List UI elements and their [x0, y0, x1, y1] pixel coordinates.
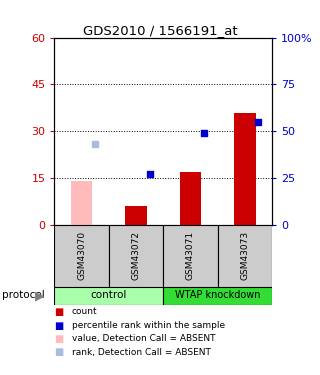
- Text: ■: ■: [54, 321, 64, 330]
- Text: ■: ■: [54, 348, 64, 357]
- Text: GSM43073: GSM43073: [240, 231, 249, 280]
- Text: count: count: [72, 308, 98, 316]
- Bar: [54, 286, 163, 304]
- Bar: [163, 286, 272, 304]
- Bar: [71, 181, 92, 225]
- Text: GDS2010 / 1566191_at: GDS2010 / 1566191_at: [83, 24, 237, 38]
- Text: rank, Detection Call = ABSENT: rank, Detection Call = ABSENT: [72, 348, 211, 357]
- Text: GSM43072: GSM43072: [132, 231, 140, 280]
- Point: [202, 130, 207, 136]
- Text: ■: ■: [54, 307, 64, 317]
- Text: GSM43071: GSM43071: [186, 231, 195, 280]
- Text: value, Detection Call = ABSENT: value, Detection Call = ABSENT: [72, 334, 215, 344]
- Bar: [218, 225, 272, 287]
- Bar: [109, 225, 163, 287]
- Text: percentile rank within the sample: percentile rank within the sample: [72, 321, 225, 330]
- Text: ■: ■: [54, 334, 64, 344]
- Text: control: control: [91, 291, 127, 300]
- Text: protocol: protocol: [2, 291, 44, 300]
- Point: [93, 141, 98, 147]
- Bar: [163, 225, 218, 287]
- Bar: [54, 225, 109, 287]
- Text: GSM43070: GSM43070: [77, 231, 86, 280]
- Bar: [234, 112, 256, 225]
- Bar: [125, 206, 147, 225]
- Text: WTAP knockdown: WTAP knockdown: [175, 291, 260, 300]
- Point: [256, 119, 261, 125]
- Bar: [180, 172, 201, 225]
- Point: [147, 171, 152, 177]
- Text: ▶: ▶: [35, 289, 45, 302]
